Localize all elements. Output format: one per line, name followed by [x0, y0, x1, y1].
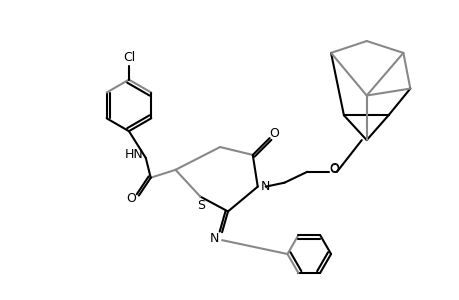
Text: S: S	[197, 199, 205, 212]
Text: N: N	[260, 180, 270, 193]
Text: O: O	[126, 192, 135, 205]
Text: Cl: Cl	[123, 51, 135, 64]
Text: O: O	[269, 127, 279, 140]
Text: N: N	[209, 232, 218, 245]
Text: O: O	[328, 163, 338, 176]
Text: O: O	[328, 162, 338, 175]
Text: HN: HN	[124, 148, 143, 161]
